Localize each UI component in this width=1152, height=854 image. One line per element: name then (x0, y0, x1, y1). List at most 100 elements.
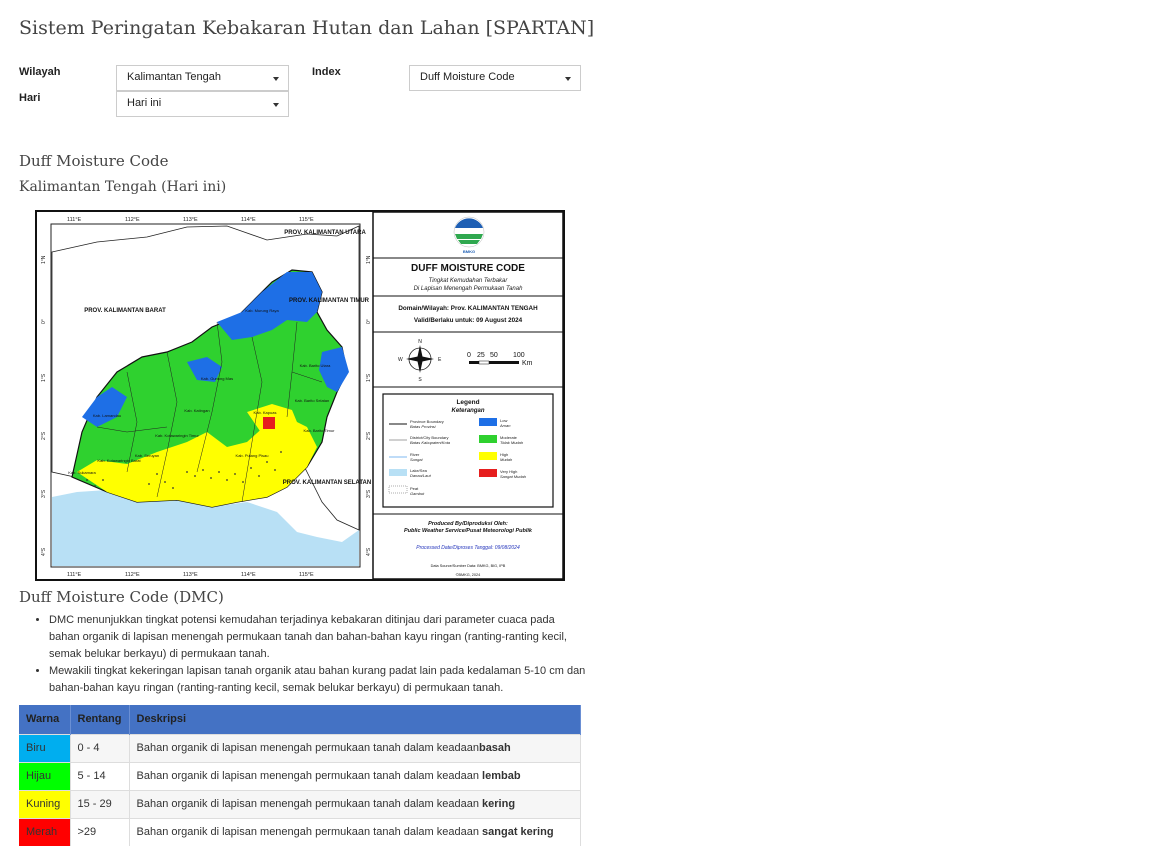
map-svg: 111°E 112°E 113°E 114°E 115°E 111°E 112°… (41, 212, 563, 579)
region-label-kalsel: PROV. KALIMANTAN SELATAN (283, 480, 371, 486)
dmc-class-table: Warna Rentang Deskripsi Biru 0 - 4 Bahan… (19, 705, 581, 846)
processed-date: Processed Date/Diproses Tanggal: 09/08/2… (416, 545, 520, 551)
legend-line-label: Peat (410, 486, 419, 491)
tick-label: 112°E (125, 572, 140, 578)
table-row: Biru 0 - 4 Bahan organik di lapisan mene… (19, 733, 581, 762)
map-panel-subtitle-2: Di Lapisan Menengah Permukaan Tanah (414, 286, 524, 292)
kab-label: Kab. Seruyan (135, 453, 159, 458)
produced-by-org: Public Weather Service/Pusat Meteorologi… (404, 528, 533, 534)
peat-dots (86, 451, 282, 489)
kab-label: Kab. Kapuas (254, 410, 277, 415)
tick-label: 3°S (366, 489, 372, 498)
table-row: Merah >29 Bahan organik di lapisan menen… (19, 817, 581, 846)
region-label-kaltara: PROV. KALIMANTAN UTARA (284, 230, 366, 236)
svg-text:100: 100 (513, 352, 525, 359)
zone-very-high (263, 417, 275, 429)
lon-ticks-top: 111°E 112°E 113°E 114°E 115°E (67, 217, 314, 223)
legend-class-label: Very High (500, 469, 517, 474)
legend-line-label: River (410, 452, 420, 457)
legend-class-label: Low (500, 418, 507, 423)
svg-text:N: N (418, 339, 422, 345)
table-row: Hijau 5 - 14 Bahan organik di lapisan me… (19, 761, 581, 790)
kab-label: Kab. Sukamara (68, 470, 96, 475)
dmc-heading: Duff Moisture Code (DMC) (19, 588, 224, 606)
agency-name: BMKG (463, 249, 475, 254)
zone-low-west (82, 387, 127, 427)
tick-label: 115°E (299, 572, 314, 578)
kab-label: Kab. Barito Utara (300, 363, 331, 368)
table-header: Warna (19, 705, 71, 734)
data-source: Data Source/Sumber Data: BMKG, BIG, IPB (431, 564, 506, 568)
compass-icon: N E S W (398, 339, 442, 383)
legend-class-label: Aman (499, 423, 511, 428)
chevron-down-icon (273, 103, 279, 107)
kab-label: Kab. Kotawaringin Timur (155, 433, 199, 438)
legend-line-label: Province Boundary (410, 419, 444, 424)
wilayah-select-value: Kalimantan Tengah (127, 71, 221, 83)
legend-class-label: Mudah (500, 457, 513, 462)
kab-label: Kab. Murung Raya (245, 308, 279, 313)
section-subheading: Kalimantan Tengah (Hari ini) (19, 179, 227, 195)
chevron-down-icon (565, 77, 571, 81)
tick-label: 4°S (41, 547, 47, 556)
district-lines (96, 321, 323, 503)
chevron-down-icon (273, 77, 279, 81)
tick-label: 113°E (183, 217, 198, 223)
tick-label: 1°N (41, 255, 47, 264)
sea-area (52, 490, 359, 566)
tick-label: 0° (41, 319, 47, 324)
legend-class-label: Moderate (500, 435, 518, 440)
kab-label: Kab. Katingan (184, 408, 209, 413)
index-select-value: Duff Moisture Code (420, 71, 515, 83)
legend-class-label: Sangat Mudah (500, 474, 527, 479)
legend-line-label: District/City Boundary (410, 435, 448, 440)
tick-label: 2°S (41, 431, 47, 440)
map-domain-text: Domain/Wilayah: Prov. KALIMANTAN TENGAH (398, 305, 538, 312)
range-cell: 5 - 14 (70, 761, 130, 790)
lon-ticks-bottom: 111°E 112°E 113°E 114°E 115°E (67, 572, 314, 578)
scale-bar: 0 25 50 100 Km (467, 352, 533, 367)
range-cell: 0 - 4 (70, 733, 130, 762)
region-label-kalbar: PROV. KALIMANTAN BARAT (84, 308, 166, 314)
kab-label: Kab. Pulang Pisau (236, 453, 269, 458)
svg-text:E: E (438, 357, 442, 363)
tick-label: 115°E (299, 217, 314, 223)
section-heading: Duff Moisture Code (19, 152, 169, 170)
legend-title: Legend (456, 399, 479, 406)
svg-text:50: 50 (490, 352, 498, 359)
produced-by-text: Produced By/Diproduksi Oleh: (428, 521, 508, 527)
svg-text:Km: Km (522, 360, 533, 367)
color-swatch-cell: Merah (19, 817, 71, 846)
description-cell: Bahan organik di lapisan menengah permuk… (129, 817, 581, 846)
kab-label: Kab. Lamandau (93, 413, 121, 418)
kab-label: Kab. Barito Selatan (295, 398, 329, 403)
tick-label: 1°S (41, 373, 47, 382)
kab-label: Kab. Barito Timur (304, 428, 336, 433)
legend-subtitle: Keterangan (451, 408, 484, 414)
index-select[interactable]: Duff Moisture Code (409, 65, 581, 91)
color-swatch-cell: Biru (19, 733, 71, 762)
table-header-row: Warna Rentang Deskripsi (19, 705, 581, 734)
lat-ticks-right: 1°N 0° 1°S 2°S 3°S 4°S (366, 255, 372, 556)
zone-low-north (217, 272, 322, 340)
tick-label: 3°S (41, 489, 47, 498)
lat-ticks-left: 1°N 0° 1°S 2°S 3°S 4°S (41, 255, 47, 556)
bmkg-logo-icon (453, 216, 485, 248)
legend-line-label: Batas Provinsi (410, 424, 436, 429)
index-label: Index (312, 66, 341, 78)
hari-select[interactable]: Hari ini (116, 91, 289, 117)
legend-line-label: Batas Kabupaten/Kota (410, 440, 451, 445)
svg-text:S: S (418, 377, 422, 383)
table-header: Deskripsi (129, 705, 581, 734)
zone-high-south (77, 417, 317, 507)
range-cell: 15 - 29 (70, 789, 130, 818)
wilayah-select[interactable]: Kalimantan Tengah (116, 65, 289, 91)
svg-text:0: 0 (467, 352, 471, 359)
tick-label: 111°E (67, 217, 82, 223)
legend-line-label: Danau/Laut (410, 473, 432, 478)
tick-label: 113°E (183, 572, 198, 578)
tick-label: 2°S (366, 431, 372, 440)
zone-low-east (319, 347, 349, 392)
hari-select-value: Hari ini (127, 97, 162, 109)
list-item: Mewakili tingkat kekeringan lapisan tana… (49, 663, 587, 697)
